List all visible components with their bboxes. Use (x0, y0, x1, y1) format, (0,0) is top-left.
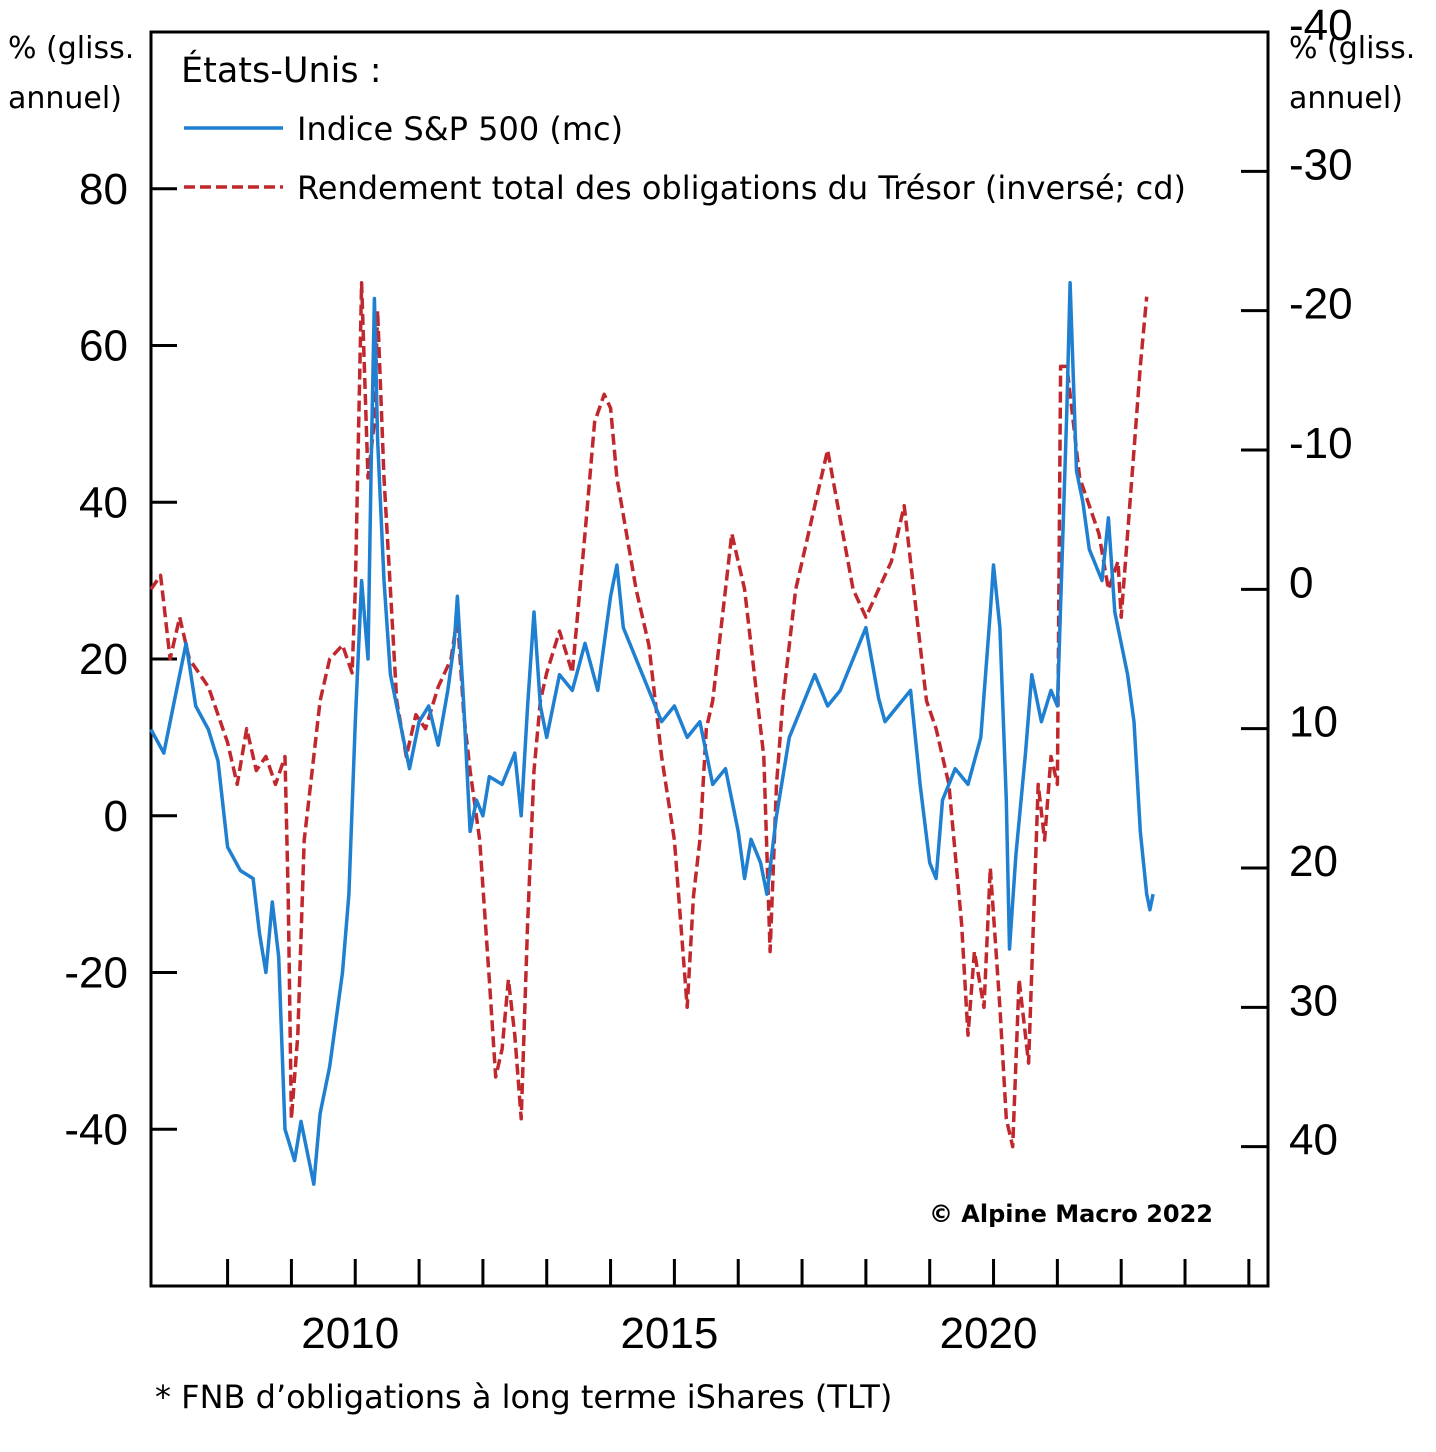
copyright-note: © Alpine Macro 2022 (929, 1200, 1213, 1228)
left-tick-label: 20 (79, 635, 128, 684)
x-tick-label: 2015 (620, 1309, 718, 1358)
left-axis-unit: % (gliss. annuel) (8, 31, 134, 116)
legend-label-treasury: Rendement total des obligations du Tréso… (297, 169, 1186, 207)
plot-frame (149, 30, 1270, 1288)
right-tick-label: 40 (1289, 1116, 1338, 1165)
right-axis-unit-line-2: annuel) (1289, 81, 1403, 116)
right-axis-unit-line-1: % (gliss. (1289, 31, 1415, 66)
x-tick-label: 2020 (940, 1309, 1038, 1358)
right-tick-label: 20 (1289, 837, 1338, 886)
right-tick-label: 10 (1289, 698, 1338, 747)
right-tick-label: -20 (1289, 280, 1353, 329)
left-tick-label: 60 (79, 322, 128, 371)
left-tick-label: 80 (79, 165, 128, 214)
right-axis-unit: % (gliss. annuel) (1289, 31, 1415, 116)
left-tick-label: -40 (64, 1105, 128, 1154)
left-axis-ticks: 80 60 40 20 0 -20 -40 (64, 165, 177, 1154)
right-tick-label: -10 (1289, 419, 1353, 468)
series-line-sp500 (149, 281, 1155, 1186)
legend-title: États-Unis : (181, 49, 382, 91)
right-tick-label: 0 (1289, 558, 1313, 607)
footnote: * FNB d’obligations à long terme iShares… (155, 1378, 892, 1416)
x-axis-ticks: 2010 2015 2020 (226, 1259, 1251, 1358)
left-axis-unit-line-1: % (gliss. (8, 31, 134, 66)
left-axis-unit-line-2: annuel) (8, 81, 122, 116)
left-tick-label: 40 (79, 478, 128, 527)
right-axis-ticks: -40 -30 -20 -10 0 10 20 30 40 (1241, 1, 1353, 1165)
legend-label-sp500: Indice S&P 500 (mc) (297, 110, 623, 148)
x-tick-label: 2010 (301, 1309, 399, 1358)
left-tick-label: -20 (64, 949, 128, 998)
right-tick-label: -30 (1289, 140, 1353, 189)
legend: États-Unis : Indice S&P 500 (mc) Rendeme… (181, 49, 1186, 207)
series-line-treasury (149, 281, 1149, 1149)
left-tick-label: 0 (104, 792, 128, 841)
right-tick-label: -40 (1289, 1, 1353, 50)
right-tick-label: 30 (1289, 976, 1338, 1025)
